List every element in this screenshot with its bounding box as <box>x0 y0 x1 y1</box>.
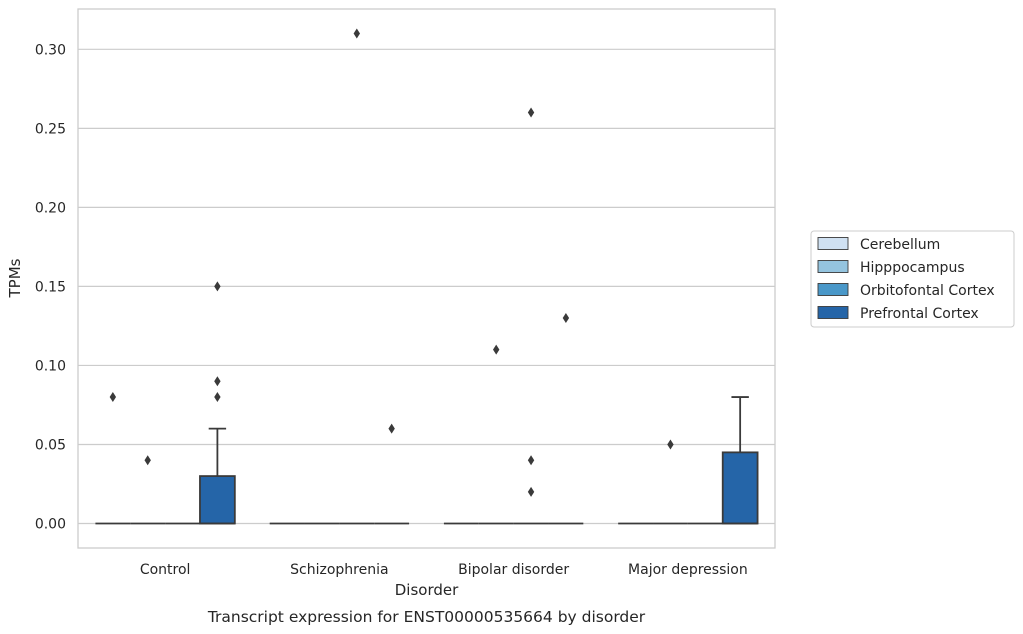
legend-swatch <box>817 283 849 296</box>
box-0-1 <box>130 455 166 525</box>
x-axis-label: Disorder <box>395 581 459 599</box>
box-0-3 <box>199 281 236 525</box>
box-2-1 <box>478 344 514 525</box>
legend-swatch <box>817 260 849 273</box>
outlier-point <box>214 376 221 387</box>
y-tick-label: 0.30 <box>35 42 66 58</box>
outlier-point <box>562 313 570 324</box>
box-1-3 <box>374 423 410 525</box>
outlier-point <box>109 392 117 403</box>
legend-swatch <box>817 237 849 250</box>
outlier-point <box>493 344 500 355</box>
legend-frame <box>810 230 1015 328</box>
x-tick-label: Schizophrenia <box>290 562 388 578</box>
y-tick-labels: 0.00 0.05 0.10 0.15 0.20 0.25 0.30 <box>35 42 66 532</box>
outlier-point <box>214 281 221 292</box>
y-axis-label: TPMs <box>6 258 24 298</box>
x-tick-labels: Control Schizophrenia Bipolar disorder Majo… <box>140 562 748 578</box>
outlier-point <box>353 28 360 39</box>
box-2-2 <box>513 107 549 525</box>
outlier-point <box>214 392 221 403</box>
grid-lines <box>78 48 775 525</box>
legend-label: Hipppocampus <box>860 260 965 276</box>
y-tick-label: 0.00 <box>35 517 66 533</box>
box-rect <box>199 475 236 525</box>
box-rect <box>721 451 759 525</box>
y-tick-label: 0.15 <box>35 279 66 295</box>
box-3-3 <box>721 396 759 525</box>
legend-label: Cerebellum <box>860 237 940 253</box>
outlier-point <box>144 455 151 466</box>
outlier-point <box>388 423 395 434</box>
box-0-0 <box>95 392 131 525</box>
box-1-2 <box>339 28 375 525</box>
y-tick-label: 0.05 <box>35 437 66 453</box>
outlier-point <box>527 107 535 118</box>
legend: Cerebellum Hipppocampus Orbitofontal Corte… <box>810 230 1015 328</box>
y-tick-label: 0.25 <box>35 121 66 137</box>
plot-frame <box>77 8 776 549</box>
legend-label: Prefrontal Cortex <box>860 306 979 322</box>
legend-swatch <box>817 306 849 319</box>
outlier-point <box>527 486 535 497</box>
box-2-3 <box>548 313 584 525</box>
y-tick-label: 0.10 <box>35 358 66 374</box>
chart-caption: Transcript expression for ENST0000053566… <box>207 608 646 626</box>
x-tick-label: Control <box>140 562 191 578</box>
x-tick-label: Major depression <box>628 562 748 578</box>
legend-label: Orbitofontal Cortex <box>860 283 995 299</box>
boxes <box>95 28 759 525</box>
x-tick-label: Bipolar disorder <box>458 562 569 578</box>
outlier-point <box>667 439 674 450</box>
box-3-1 <box>653 439 688 525</box>
y-tick-label: 0.20 <box>35 200 66 216</box>
outlier-point <box>527 455 535 466</box>
